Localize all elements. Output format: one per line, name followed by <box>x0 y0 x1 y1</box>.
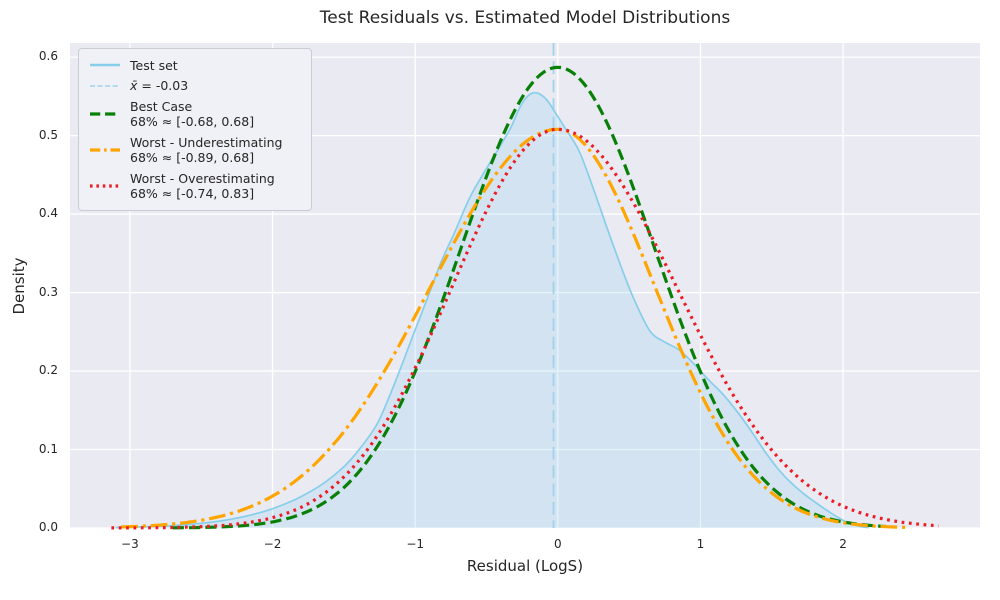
mean-value: = -0.03 <box>137 78 189 93</box>
legend-item-test-set: Test set <box>88 55 302 76</box>
y-tick-label: 0.2 <box>38 363 58 378</box>
y-tick-label: 0.6 <box>38 49 58 64</box>
legend: Test set x̄ = -0.03 Best Case 68% ≈ [-0.6… <box>78 48 312 211</box>
y-tick-label: 0.0 <box>38 520 58 534</box>
legend-label-title: Worst - Overestimating <box>130 170 275 186</box>
x-axis-label: Residual (LogS) <box>466 557 584 575</box>
legend-line-sample-test-set <box>90 63 120 67</box>
legend-label-title: Worst - Underestimating <box>130 134 283 150</box>
legend-label: Best Case 68% ≈ [-0.68, 0.68] <box>130 99 254 130</box>
legend-item-mean: x̄ = -0.03 <box>88 76 302 97</box>
x-tick-label: 1 <box>696 537 705 551</box>
legend-label-interval: 68% ≈ [-0.89, 0.68] <box>130 150 255 165</box>
legend-item-best-case: Best Case 68% ≈ [-0.68, 0.68] <box>88 96 302 132</box>
chart-title: Test Residuals vs. Estimated Model Distr… <box>319 8 731 28</box>
legend-label: Test set <box>130 57 178 73</box>
x-tick-label: 0 <box>553 537 562 551</box>
y-tick-label: 0.3 <box>38 284 58 299</box>
legend-line-sample-mean <box>90 84 120 87</box>
x-tick-label: 2 <box>839 537 847 551</box>
legend-label: Worst - Overestimating 68% ≈ [-0.74, 0.83… <box>130 171 275 202</box>
legend-line-sample-worst-over <box>90 184 120 188</box>
legend-label: Worst - Underestimating 68% ≈ [-0.89, 0.6… <box>130 135 283 166</box>
legend-line-sample-worst-under <box>90 148 120 152</box>
mean-symbol: x̄ <box>130 78 138 93</box>
y-tick-label: 0.5 <box>38 127 58 142</box>
legend-label-interval: 68% ≈ [-0.68, 0.68] <box>130 114 255 129</box>
x-tick-label: −2 <box>263 537 282 551</box>
legend-line-sample-best-case <box>90 112 120 116</box>
legend-item-worst-underestimating: Worst - Underestimating 68% ≈ [-0.89, 0.6… <box>88 132 302 168</box>
y-tick-label: 0.4 <box>38 206 58 221</box>
legend-item-worst-overestimating: Worst - Overestimating 68% ≈ [-0.74, 0.83… <box>88 168 302 204</box>
y-tick-label: 0.1 <box>38 441 58 456</box>
legend-label: x̄ = -0.03 <box>130 78 188 94</box>
x-tick-label: −3 <box>121 537 139 551</box>
legend-label-interval: 68% ≈ [-0.74, 0.83] <box>130 186 255 201</box>
x-tick-label: −1 <box>406 537 425 551</box>
legend-label-title: Best Case <box>130 98 193 114</box>
